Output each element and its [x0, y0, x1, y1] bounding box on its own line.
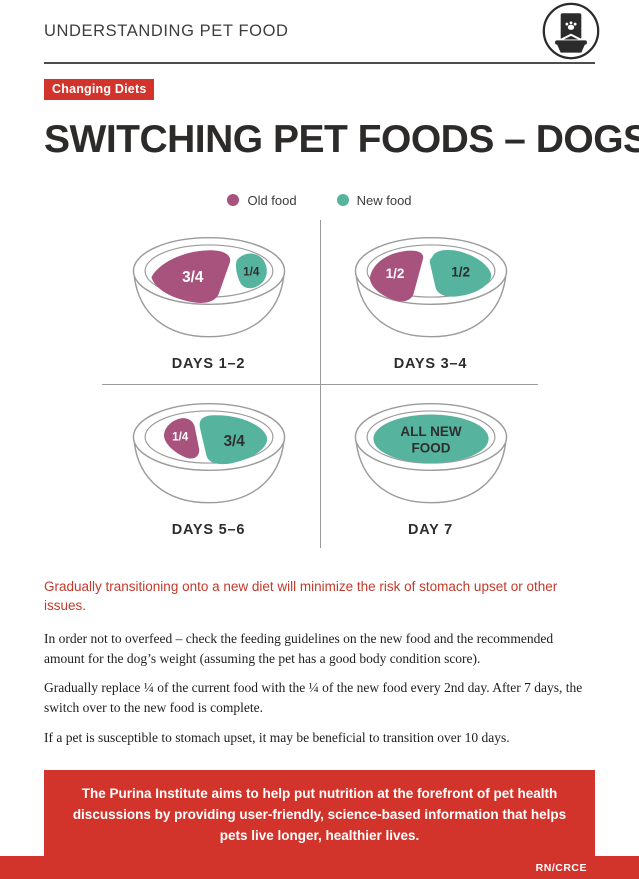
footer-code: RN/CRCE [535, 861, 587, 874]
all-new-food-line1: ALL NEW [400, 424, 462, 439]
section-badge: Changing Diets [44, 79, 155, 100]
fraction-new-days-1-2: 1/4 [243, 265, 260, 278]
legend-item-new-food: New food [336, 192, 412, 208]
all-new-food-line2: FOOD [411, 440, 450, 455]
old-food-dot-icon [227, 194, 240, 207]
bowl-diagram-grid: 3/4 1/4 DAYS 1–2 1/2 1/2 DAYS 3–4 [98, 218, 542, 550]
bowl-cell-days-3-4: 1/2 1/2 DAYS 3–4 [320, 218, 542, 384]
paragraph-susceptible: If a pet is susceptible to stomach upset… [44, 729, 510, 745]
legend: Old food New food [44, 193, 595, 208]
bowl-label-days-3-4: DAYS 3–4 [393, 355, 468, 372]
fraction-new-days-5-6: 3/4 [223, 433, 245, 450]
header-divider [44, 62, 595, 64]
grid-horizontal-divider [101, 383, 538, 385]
bowl-cell-day-7: ALL NEW FOOD DAY 7 [320, 384, 542, 550]
bowl-label-days-5-6: DAYS 5–6 [171, 521, 246, 538]
bowl-days-5-6-illustration: 1/4 3/4 [132, 402, 285, 504]
footer-bar: RN/CRCE [0, 856, 639, 879]
fraction-old-days-1-2: 3/4 [182, 269, 204, 286]
body-text: In order not to overfeed – check the fee… [44, 629, 595, 748]
paragraph-overfeed: In order not to overfeed – check the fee… [44, 630, 554, 666]
pet-food-bag-and-bowl-icon [542, 2, 600, 60]
bowl-cell-days-5-6: 1/4 3/4 DAYS 5–6 [98, 384, 320, 550]
bowl-label-day-7: DAY 7 [407, 521, 454, 538]
bowl-cell-days-1-2: 3/4 1/4 DAYS 1–2 [98, 218, 320, 384]
bowl-day-7-illustration: ALL NEW FOOD [354, 402, 507, 504]
header-title: UNDERSTANDING PET FOOD [44, 22, 289, 40]
legend-label-old-food: Old food [247, 192, 297, 208]
legend-label-new-food: New food [356, 192, 412, 208]
fraction-old-days-5-6: 1/4 [172, 431, 189, 444]
legend-item-old-food: Old food [227, 192, 297, 208]
fraction-old-days-3-4: 1/2 [385, 266, 404, 281]
bowl-days-1-2-illustration: 3/4 1/4 [132, 236, 285, 338]
paragraph-replace-quarter: Gradually replace ¼ of the current food … [44, 680, 583, 716]
fraction-new-days-3-4: 1/2 [451, 264, 470, 279]
lead-sentence: Gradually transitioning onto a new diet … [44, 578, 558, 613]
bowl-days-3-4-illustration: 1/2 1/2 [354, 236, 507, 338]
header: UNDERSTANDING PET FOOD [44, 0, 600, 60]
bowl-label-days-1-2: DAYS 1–2 [171, 355, 246, 372]
page-title: SWITCHING PET FOODS – DOGS [44, 118, 639, 161]
purina-institute-banner: The Purina Institute aims to help put nu… [44, 769, 595, 861]
new-food-dot-icon [336, 194, 349, 207]
